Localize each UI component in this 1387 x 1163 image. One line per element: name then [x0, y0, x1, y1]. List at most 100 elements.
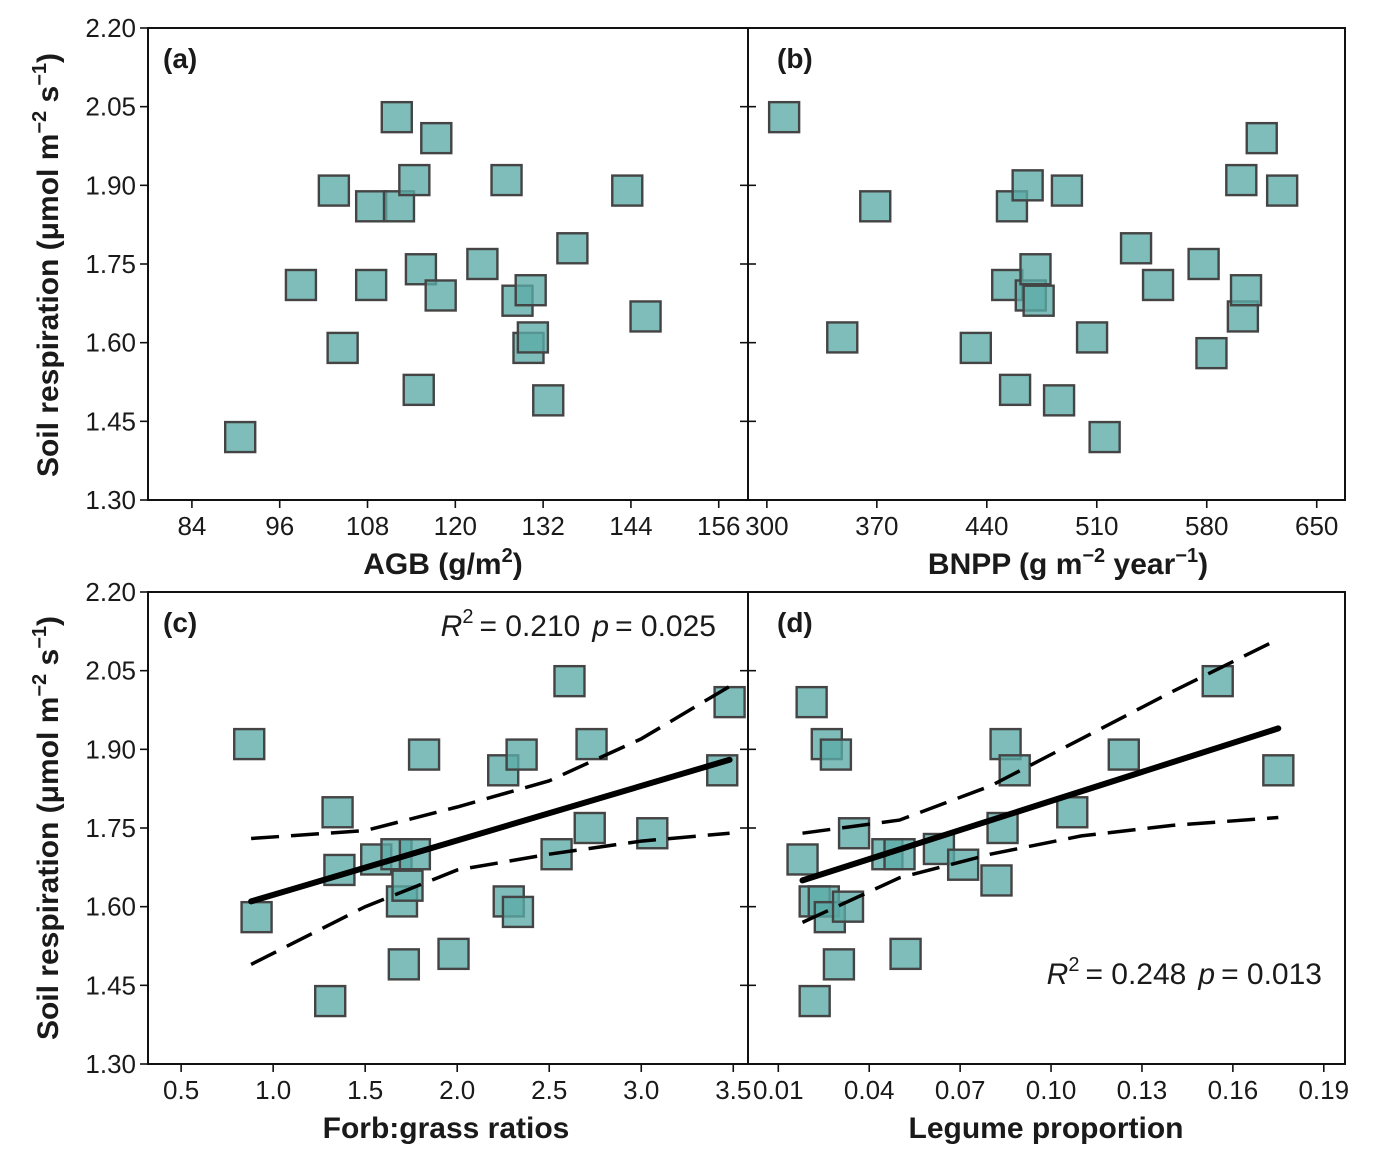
x-axis-title-c: Forb:grass ratios: [323, 1112, 570, 1145]
data-point-a: [514, 274, 547, 307]
x-tick-label-b: 510: [1075, 511, 1118, 541]
data-point-b: [1019, 253, 1052, 286]
data-point-a: [404, 253, 438, 286]
ci-lower-line-c: [250, 831, 730, 966]
data-point-c: [387, 948, 421, 981]
data-point-a: [380, 100, 413, 134]
data-point-b: [1195, 336, 1228, 370]
data-point-c: [501, 895, 535, 929]
data-point-d: [819, 738, 853, 771]
data-point-a: [420, 121, 453, 155]
x-axis-title-b: BNPP (g m−2 year−1): [928, 545, 1208, 581]
regression-line-c: [248, 756, 733, 905]
panel-label-a: (a): [163, 43, 197, 74]
y-tick-label-a: 1.90: [85, 170, 136, 200]
y-tick-label-c: 2.05: [85, 656, 136, 686]
data-point-c: [553, 664, 586, 698]
data-point-a: [398, 163, 431, 197]
x-tick-label-a: 120: [434, 511, 477, 541]
panel-d: 0.01 0.04 0.07 0.10 0.13 0.16 0.19 (d) R2 = 0.2…: [740, 591, 1349, 1145]
x-tick-label-d: 0.19: [1298, 1075, 1349, 1105]
data-point-a: [402, 373, 435, 407]
data-point-a: [382, 190, 416, 223]
data-point-a: [284, 268, 318, 302]
panel-a: 1.30 1.45 1.60 1.75 1.90 2.05 2.20 84 96 108 120 13…: [85, 13, 749, 581]
data-point-d: [1107, 738, 1140, 771]
y-axis-title-bottom: Soil respiration (μmol m−2 s−1): [29, 616, 65, 1040]
data-point-a: [317, 174, 351, 207]
data-point-d: [1201, 664, 1234, 698]
y-axis-title-top: Soil respiration (μmol m−2 s−1): [29, 53, 65, 477]
panel-label-c: (c): [163, 607, 197, 638]
data-point-d: [980, 864, 1013, 897]
data-point-c: [636, 817, 669, 850]
data-point-d: [795, 685, 828, 719]
x-tick-label-a: 144: [609, 511, 652, 541]
y-tick-label-a: 2.05: [85, 92, 136, 122]
x-tick-label-c: 2.0: [439, 1075, 475, 1105]
x-tick-label-c: 1.5: [347, 1075, 383, 1105]
data-point-b: [1265, 174, 1299, 207]
x-tick-label-b: 370: [855, 511, 898, 541]
x-axis-title-d: Legume proportion: [909, 1112, 1184, 1145]
data-point-a: [490, 163, 523, 197]
data-point-b: [1075, 321, 1109, 354]
data-point-c: [505, 738, 538, 771]
x-tick-label-a: 84: [177, 511, 206, 541]
data-point-b: [1119, 232, 1153, 265]
data-point-a: [223, 420, 257, 454]
x-tick-label-c: 1.0: [255, 1075, 291, 1105]
data-point-c: [575, 727, 608, 761]
regression-line-d: [799, 725, 1282, 884]
data-point-b: [1229, 274, 1263, 307]
y-tick-label-c: 1.45: [85, 970, 136, 1000]
x-tick-label-c: 3.5: [715, 1075, 751, 1105]
x-tick-label-d: 0.04: [844, 1075, 895, 1105]
data-point-c: [407, 738, 441, 771]
data-point-a: [354, 190, 388, 223]
y-tick-label-c: 1.75: [85, 813, 136, 843]
x-tick-label-b: 580: [1185, 511, 1228, 541]
data-point-d: [822, 948, 856, 981]
data-point-b: [826, 321, 859, 354]
data-point-a: [354, 268, 388, 302]
data-point-b: [1141, 268, 1175, 302]
data-point-a: [424, 279, 457, 312]
data-point-a: [611, 174, 644, 207]
data-point-d: [786, 843, 819, 876]
data-point-c: [233, 727, 266, 761]
y-tick-label-c: 1.60: [85, 892, 136, 922]
data-point-c: [437, 937, 470, 971]
data-point-d: [1056, 796, 1089, 829]
x-tick-label-d: 0.16: [1208, 1075, 1259, 1105]
data-point-b: [1225, 163, 1258, 197]
y-tick-label-a: 1.60: [85, 328, 136, 358]
data-point-d: [837, 817, 871, 850]
y-tick-label-c: 2.20: [85, 577, 136, 607]
x-tick-label-b: 300: [745, 511, 788, 541]
x-axis-title-a: AGB (g/m2): [363, 545, 522, 581]
data-point-b: [1042, 384, 1076, 417]
y-tick-label-c: 1.30: [85, 1049, 136, 1079]
x-tick-label-c: 2.5: [531, 1075, 567, 1105]
data-point-b: [1050, 174, 1084, 207]
ci-upper-line-d: [802, 637, 1280, 835]
data-point-d: [798, 984, 831, 1018]
x-tick-label-d: 0.13: [1117, 1075, 1168, 1105]
data-point-d: [889, 937, 922, 971]
data-point-c: [240, 900, 273, 934]
x-tick-label-a: 108: [346, 511, 389, 541]
data-point-a: [532, 384, 565, 417]
data-point-b: [859, 190, 892, 223]
x-tick-label-c: 0.5: [163, 1075, 199, 1105]
x-tick-label-d: 0.10: [1026, 1075, 1077, 1105]
data-point-d: [831, 890, 865, 923]
stat-annotation-d: R2 = 0.248 p = 0.013: [1047, 954, 1322, 991]
panel-label-b: (b): [777, 43, 813, 74]
data-point-b: [1226, 300, 1260, 333]
data-point-a: [516, 321, 550, 354]
x-tick-label-d: 0.01: [753, 1075, 804, 1105]
x-tick-label-a: 96: [265, 511, 294, 541]
data-point-b: [1187, 247, 1220, 281]
